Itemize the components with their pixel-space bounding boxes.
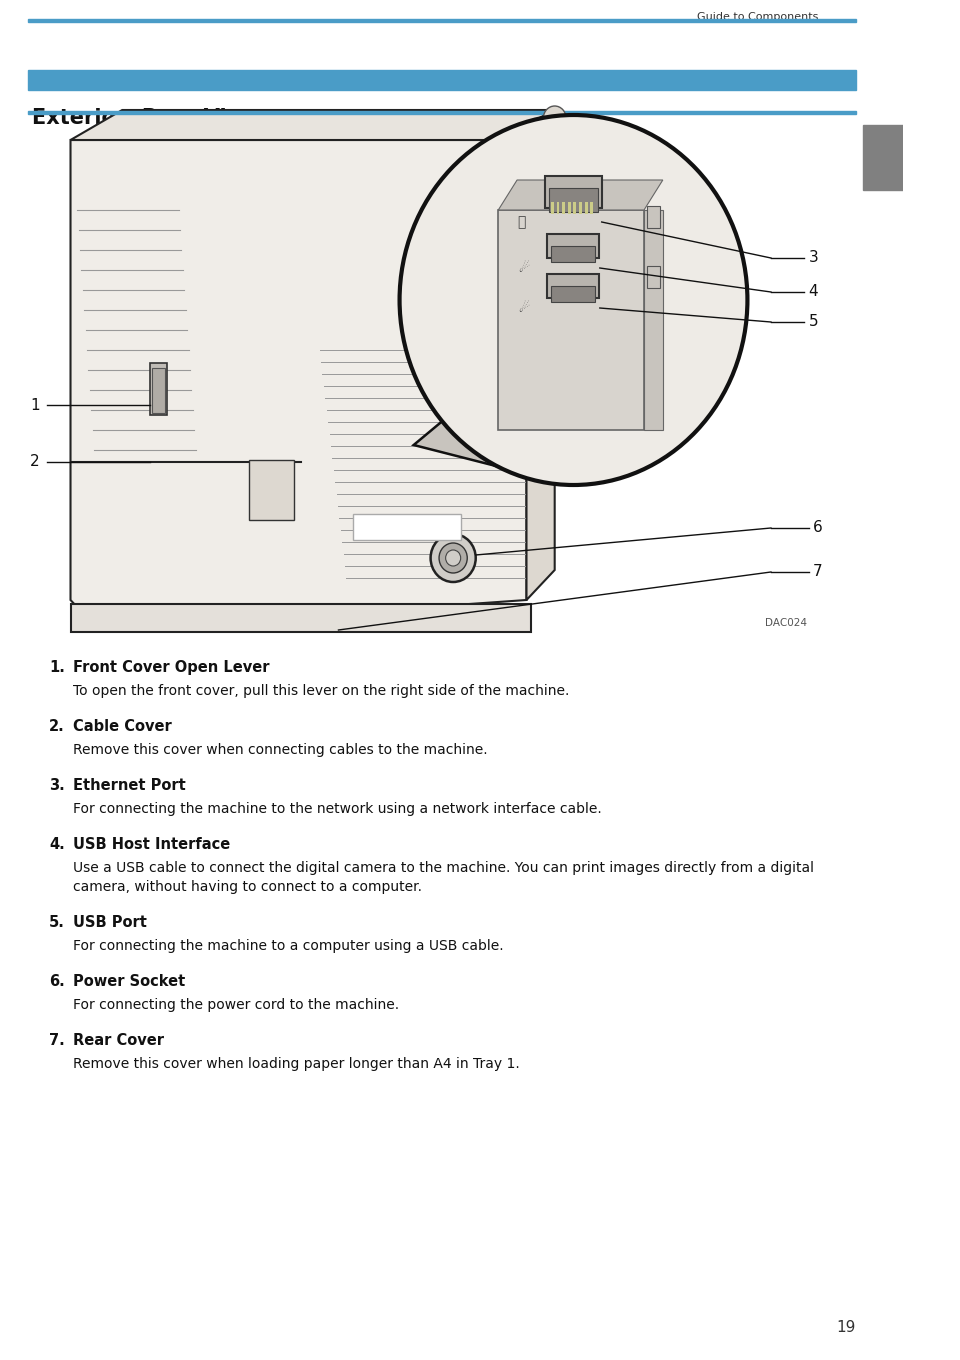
Bar	[498, 209, 644, 430]
Text: Remove this cover when loading paper longer than A4 in Tray 1.: Remove this cover when loading paper lon…	[73, 1057, 520, 1072]
Bar	[568, 203, 570, 214]
Bar	[250, 460, 295, 520]
Text: Remove this cover when connecting cables to the machine.: Remove this cover when connecting cables…	[73, 743, 488, 758]
Bar	[549, 188, 598, 212]
Bar	[551, 203, 554, 214]
Polygon shape	[414, 398, 531, 475]
Bar	[352, 514, 461, 540]
Text: camera, without having to connect to a computer.: camera, without having to connect to a c…	[73, 880, 422, 894]
Polygon shape	[498, 110, 555, 600]
Text: 6.: 6.	[49, 974, 64, 989]
Bar	[28, 112, 855, 114]
Bar	[644, 209, 662, 430]
Text: USB Port: USB Port	[73, 915, 147, 930]
Text: 5: 5	[808, 314, 818, 329]
Text: Guide to Components: Guide to Components	[697, 12, 818, 22]
Text: 4.: 4.	[49, 836, 64, 851]
Text: 1: 1	[30, 397, 39, 412]
Bar	[647, 267, 660, 288]
Text: 2.: 2.	[49, 719, 64, 734]
Text: To open the front cover, pull this lever on the right side of the machine.: To open the front cover, pull this lever…	[73, 684, 569, 698]
Polygon shape	[498, 180, 662, 209]
Bar	[151, 363, 167, 415]
Polygon shape	[70, 140, 526, 630]
Bar	[585, 203, 588, 214]
Bar	[579, 203, 582, 214]
Text: ☄: ☄	[518, 302, 529, 314]
Text: Cable Cover: Cable Cover	[73, 719, 172, 734]
Text: DAC024: DAC024	[765, 617, 806, 628]
Bar	[545, 175, 602, 208]
Bar	[547, 234, 599, 258]
Circle shape	[399, 116, 748, 486]
Text: 6: 6	[813, 521, 823, 536]
Text: Exterior: Rear View: Exterior: Rear View	[32, 107, 260, 128]
Circle shape	[431, 534, 476, 582]
Text: 3.: 3.	[49, 778, 64, 793]
Text: USB Host Interface: USB Host Interface	[73, 836, 230, 851]
Text: 19: 19	[836, 1321, 855, 1336]
Bar	[551, 246, 595, 262]
Bar	[647, 205, 660, 228]
Text: For connecting the power cord to the machine.: For connecting the power cord to the mac…	[73, 998, 399, 1012]
Text: 1: 1	[874, 143, 892, 167]
Text: 1.: 1.	[49, 660, 64, 675]
Text: For connecting the machine to the network using a network interface cable.: For connecting the machine to the networ…	[73, 802, 602, 816]
Text: Use a USB cable to connect the digital camera to the machine. You can print imag: Use a USB cable to connect the digital c…	[73, 861, 814, 874]
Text: 4: 4	[808, 284, 818, 299]
Bar	[547, 273, 599, 298]
Text: 2: 2	[30, 454, 39, 469]
Text: Rear Cover: Rear Cover	[73, 1034, 164, 1049]
Circle shape	[543, 106, 566, 131]
Circle shape	[439, 543, 468, 573]
Text: For connecting the machine to a computer using a USB cable.: For connecting the machine to a computer…	[73, 938, 504, 953]
Bar	[563, 203, 565, 214]
Polygon shape	[70, 110, 555, 140]
Text: 3: 3	[808, 250, 818, 265]
Bar	[863, 125, 902, 190]
Bar	[573, 203, 576, 214]
Text: Power Socket: Power Socket	[73, 974, 185, 989]
Text: 7: 7	[813, 564, 823, 579]
Bar	[28, 19, 855, 22]
Circle shape	[436, 374, 467, 407]
Bar	[590, 203, 593, 214]
Circle shape	[445, 549, 461, 566]
Bar	[70, 604, 531, 632]
Text: Ethernet Port: Ethernet Port	[73, 778, 186, 793]
Bar	[557, 203, 560, 214]
Bar	[153, 369, 165, 413]
Text: ☄: ☄	[518, 261, 529, 275]
Text: 5.: 5.	[49, 915, 64, 930]
Text: 7.: 7.	[49, 1034, 64, 1049]
Text: 몲: 몲	[517, 215, 526, 228]
Bar	[28, 69, 855, 90]
Text: Front Cover Open Lever: Front Cover Open Lever	[73, 660, 270, 675]
Bar	[551, 286, 595, 302]
